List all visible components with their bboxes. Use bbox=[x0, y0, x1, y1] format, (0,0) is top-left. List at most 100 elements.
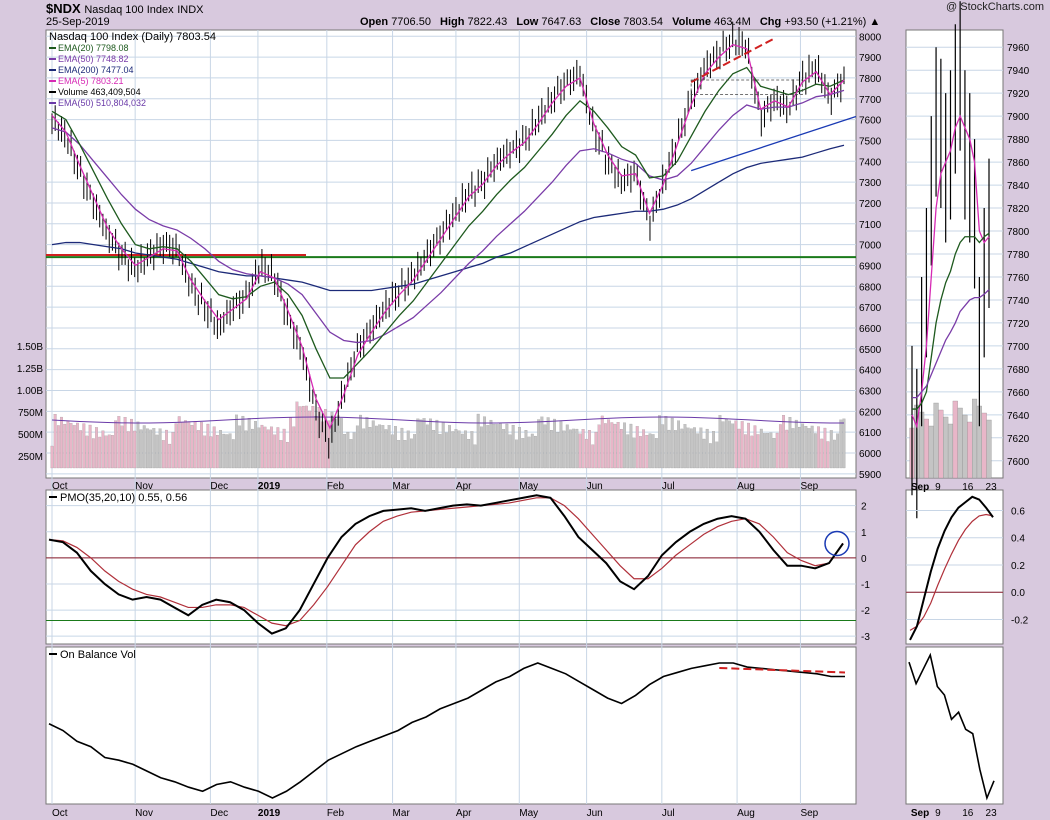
price-tick-label: 8000 bbox=[859, 32, 882, 43]
volume-bar bbox=[518, 427, 521, 469]
volume-bar bbox=[365, 417, 369, 469]
volume-bar bbox=[718, 415, 722, 469]
volume-bar bbox=[276, 427, 280, 469]
x-tick-label: Dec bbox=[210, 481, 228, 492]
side-volume-bar bbox=[981, 412, 987, 479]
volume-bar bbox=[120, 425, 124, 469]
side-tick-label: 7860 bbox=[1007, 158, 1030, 169]
volume-bar bbox=[766, 433, 770, 469]
volume-bar bbox=[95, 427, 98, 469]
volume-bar bbox=[801, 423, 805, 469]
price-tick-label: 6400 bbox=[859, 366, 882, 377]
side-pmo-tick-label: 0.4 bbox=[1011, 534, 1025, 545]
volume-bar bbox=[464, 430, 467, 469]
x-tick-label-bottom: Mar bbox=[393, 808, 411, 819]
x-tick-label: May bbox=[519, 481, 538, 492]
volume-bar bbox=[645, 435, 649, 469]
volume-bar bbox=[817, 426, 820, 469]
volume-bar bbox=[702, 438, 706, 469]
side-tick-label: 7920 bbox=[1007, 89, 1030, 100]
pmo-tick-label: -1 bbox=[861, 580, 870, 591]
volume-bar bbox=[254, 421, 257, 469]
volume-bar bbox=[654, 438, 658, 469]
volume-bar bbox=[492, 424, 496, 469]
volume-bar bbox=[400, 427, 404, 469]
volume-bar bbox=[543, 424, 547, 469]
volume-bar bbox=[209, 436, 213, 469]
volume-bar bbox=[495, 424, 499, 469]
price-tick-label: 6900 bbox=[859, 261, 882, 272]
x-tick-label: Nov bbox=[135, 481, 153, 492]
volume-tick-label: 250M bbox=[18, 452, 43, 463]
volume-bar bbox=[756, 434, 760, 469]
index-name: Nasdaq 100 Index bbox=[84, 4, 174, 16]
volume-bar bbox=[241, 415, 245, 469]
chg-label: Chg bbox=[759, 16, 782, 28]
volume-bar bbox=[235, 414, 238, 469]
volume-bar bbox=[833, 439, 836, 469]
side-x-tick-label-bottom: 23 bbox=[986, 808, 998, 819]
volume-bar bbox=[289, 417, 292, 469]
price-tick-label: 6800 bbox=[859, 282, 882, 293]
price-tick-label: 6600 bbox=[859, 324, 882, 335]
panel-obvS bbox=[905, 646, 1004, 805]
volume-bar bbox=[712, 431, 715, 469]
volume-bar bbox=[263, 426, 267, 469]
volume-bar bbox=[813, 433, 817, 469]
volume-bar bbox=[165, 429, 168, 469]
volume-bar bbox=[292, 426, 296, 469]
volume-bar bbox=[572, 428, 576, 469]
volume-bar bbox=[311, 406, 315, 469]
volume-bar bbox=[623, 422, 626, 469]
open-label: Open bbox=[360, 16, 389, 28]
volume-bar bbox=[394, 426, 397, 469]
symbol: $NDX bbox=[46, 1, 81, 16]
volume-bar bbox=[499, 423, 502, 469]
side-pmo-tick-label: -0.2 bbox=[1011, 615, 1029, 626]
panel-main bbox=[45, 29, 857, 479]
volume-bar bbox=[203, 435, 207, 469]
side-tick-label: 7780 bbox=[1007, 250, 1030, 261]
volume-bar bbox=[473, 444, 477, 469]
volume-bar bbox=[619, 429, 623, 469]
volume-bar bbox=[247, 418, 251, 469]
volume-bar bbox=[139, 429, 143, 469]
volume-bar bbox=[514, 439, 518, 469]
volume-bar bbox=[381, 425, 385, 469]
pmo-panel-title: PMO(35,20,10) 0.55, 0.56 bbox=[60, 492, 187, 504]
price-tick-label: 7300 bbox=[859, 178, 882, 189]
volume-bar bbox=[184, 420, 187, 469]
side-tick-label: 7760 bbox=[1007, 273, 1030, 284]
volume-bar bbox=[107, 434, 111, 469]
volume-bar bbox=[642, 429, 646, 469]
volume-bar bbox=[146, 428, 149, 469]
volume-bar bbox=[575, 428, 579, 469]
volume-bar bbox=[556, 432, 560, 469]
volume-bar bbox=[76, 422, 79, 469]
side-tick-label: 7840 bbox=[1007, 181, 1030, 192]
volume-bar bbox=[266, 429, 270, 469]
legend-entry: EMA(20) 7798.08 bbox=[58, 43, 129, 53]
volume-bar bbox=[540, 416, 544, 469]
volume-bar bbox=[190, 425, 194, 469]
volume-bar bbox=[371, 420, 375, 469]
side-volume-bar bbox=[986, 419, 992, 479]
red-dashed-trendline bbox=[690, 37, 775, 83]
volume-bar bbox=[340, 418, 343, 469]
volume-bar bbox=[696, 433, 700, 469]
volume-bar bbox=[534, 435, 537, 469]
side-pmo-tick-label: 0.6 bbox=[1011, 506, 1025, 517]
volume-bar bbox=[454, 429, 458, 469]
side-obv-line bbox=[908, 652, 995, 801]
side-tick-label: 7700 bbox=[1007, 342, 1030, 353]
x-tick-label-bottom: Feb bbox=[327, 808, 345, 819]
volume-bar bbox=[734, 420, 738, 469]
volume-bar bbox=[111, 435, 114, 469]
pmo-line bbox=[48, 494, 844, 635]
x-tick-label: Jul bbox=[662, 481, 675, 492]
stockcharts-watermark: @ StockCharts.com bbox=[946, 1, 1044, 13]
volume-bar bbox=[486, 425, 490, 469]
volume-bar bbox=[161, 440, 165, 469]
volume-bar bbox=[63, 423, 67, 469]
